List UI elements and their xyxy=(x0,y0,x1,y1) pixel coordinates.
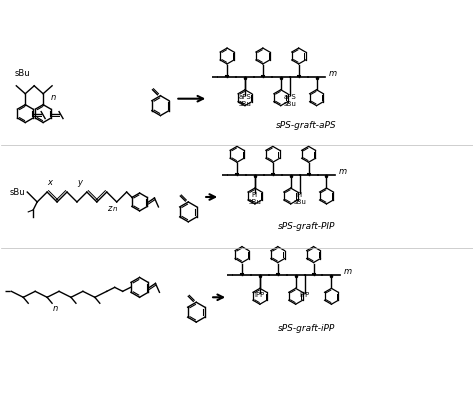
Text: m: m xyxy=(338,167,346,176)
Text: sPS-graft-aPS: sPS-graft-aPS xyxy=(276,121,337,130)
Text: PI: PI xyxy=(252,192,258,198)
Text: sBu: sBu xyxy=(283,101,296,107)
Text: aPS: aPS xyxy=(283,94,296,100)
Text: y: y xyxy=(77,178,82,187)
Text: sPS-graft-PIP: sPS-graft-PIP xyxy=(278,222,335,231)
Text: aPS: aPS xyxy=(238,94,251,100)
Text: n: n xyxy=(53,304,58,313)
Text: sBu: sBu xyxy=(14,69,30,78)
Text: z: z xyxy=(107,204,111,213)
Text: sBu: sBu xyxy=(248,199,261,205)
Text: iPP: iPP xyxy=(300,292,310,298)
Text: m: m xyxy=(343,268,352,276)
Text: iPP: iPP xyxy=(255,292,265,298)
Text: PI: PI xyxy=(297,192,303,198)
Text: n: n xyxy=(51,93,56,102)
Text: m: m xyxy=(328,69,337,78)
Text: sBu: sBu xyxy=(293,199,306,205)
Text: sBu: sBu xyxy=(238,101,251,107)
Text: x: x xyxy=(47,178,52,187)
Text: n: n xyxy=(113,206,117,212)
Text: sPS-graft-iPP: sPS-graft-iPP xyxy=(278,324,335,333)
Text: sBu: sBu xyxy=(9,188,25,197)
